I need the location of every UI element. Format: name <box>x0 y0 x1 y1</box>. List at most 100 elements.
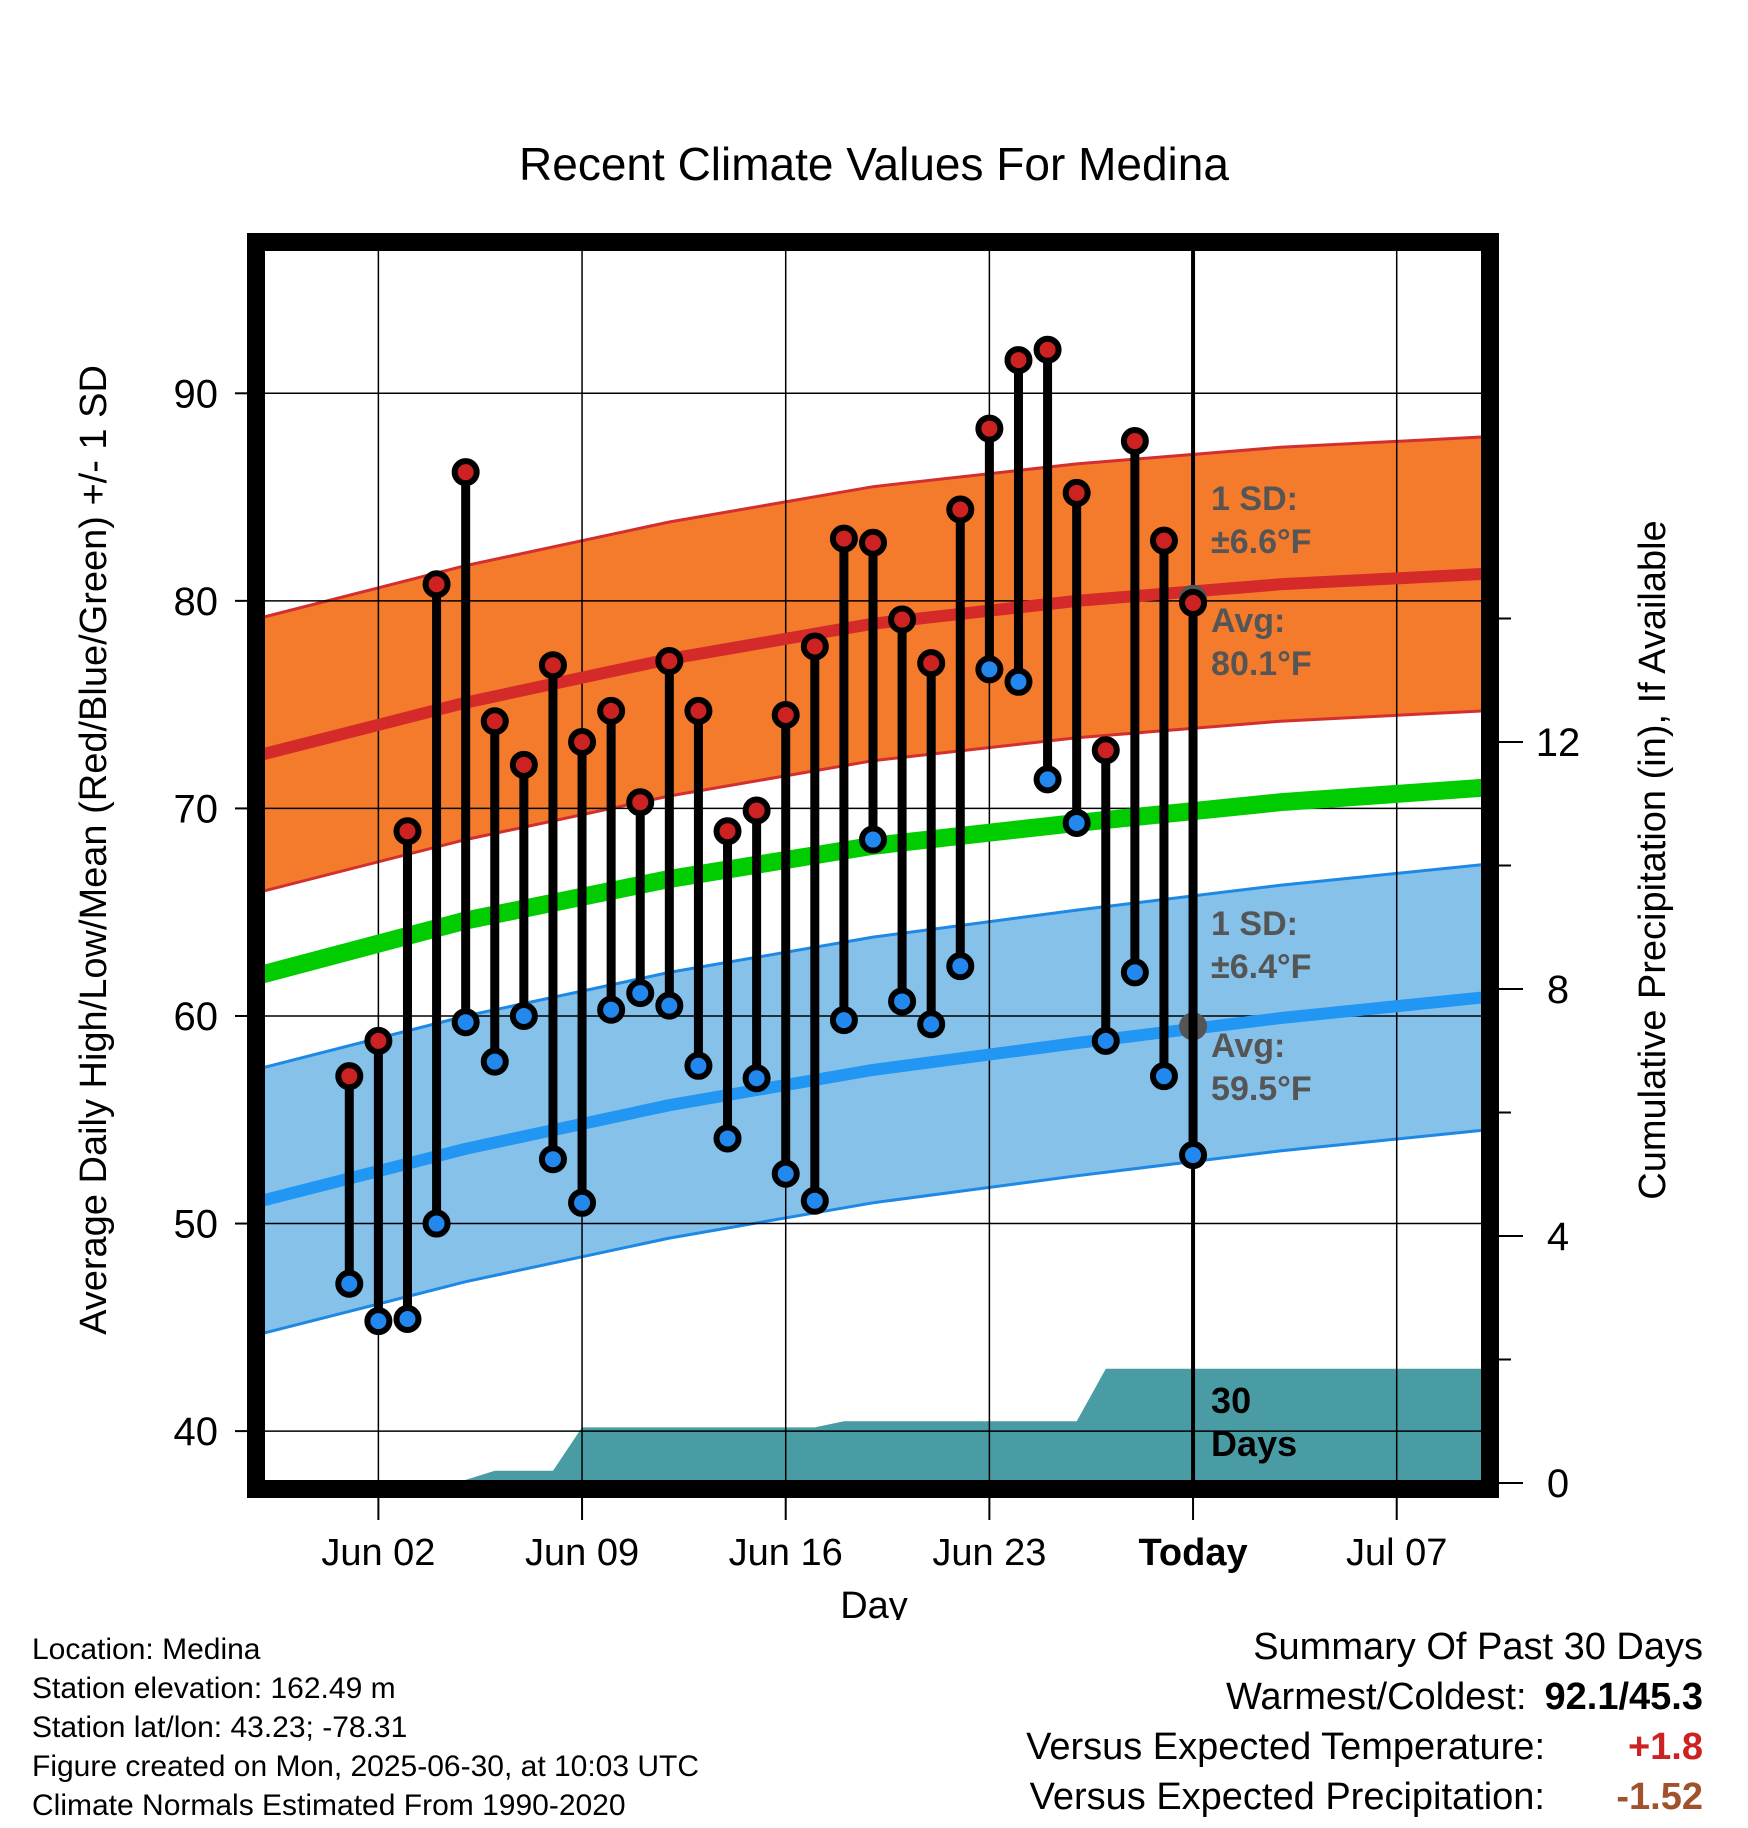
plot-frame <box>247 233 1499 1498</box>
low-sd-annotation-line1: 1 SD: <box>1211 905 1298 943</box>
high-point <box>800 632 829 661</box>
high-sd-annotation-line2: ±6.6°F <box>1211 523 1311 561</box>
summary-temp-row: Versus Expected Temperature: +1.8 <box>1026 1722 1703 1772</box>
days-annotation-line2: Days <box>1211 1423 1297 1464</box>
summary-temp-value: +1.8 <box>1627 1726 1703 1768</box>
info-created: Figure created on Mon, 2025-06-30, at 10… <box>32 1750 700 1783</box>
info-normals: Climate Normals Estimated From 1990-2020 <box>32 1789 626 1822</box>
low-point <box>829 1006 858 1035</box>
summary-precip-row: Versus Expected Precipitation: -1.52 <box>1026 1772 1703 1822</box>
low-point <box>509 1001 538 1030</box>
low-point <box>742 1064 771 1093</box>
low-point <box>538 1145 567 1174</box>
y2-tick-label: 8 <box>1547 968 1569 1012</box>
high-point <box>1179 588 1208 617</box>
high-point <box>451 458 480 487</box>
x-tick-label: Jul 07 <box>1346 1532 1447 1574</box>
low-point <box>1120 958 1149 987</box>
high-avg-annotation-line2: 80.1°F <box>1211 645 1312 683</box>
summary-panel: Summary Of Past 30 Days Warmest/Coldest:… <box>1026 1622 1703 1822</box>
low-point <box>626 979 655 1008</box>
low-point <box>335 1269 364 1298</box>
x-axis-label: Day <box>840 1585 908 1620</box>
x-tick-label: Jun 09 <box>525 1532 639 1574</box>
plot-area: 1 SD: ±6.6°F Avg: 80.1°F 1 SD: ±6.4°F Avg: 59.5… <box>174 233 1581 1574</box>
x-tick-label: Today <box>1139 1532 1248 1574</box>
low-point <box>597 995 626 1024</box>
y-tick-label: 60 <box>174 995 219 1039</box>
summary-title: Summary Of Past 30 Days <box>1253 1626 1703 1668</box>
high-point <box>917 649 946 678</box>
high-sd-annotation-line1: 1 SD: <box>1211 480 1298 518</box>
low-point <box>1033 765 1062 794</box>
high-point <box>335 1062 364 1091</box>
high-point <box>771 701 800 730</box>
low-point <box>451 1008 480 1037</box>
low-point <box>771 1159 800 1188</box>
low-sd-lower-line <box>261 1128 1485 1336</box>
high-point <box>859 528 887 557</box>
high-point <box>975 414 1004 443</box>
low-point <box>975 655 1004 684</box>
info-elevation: Station elevation: 162.49 m <box>32 1672 396 1705</box>
x-tick-label: Jun 16 <box>729 1532 843 1574</box>
normal-low-line <box>260 991 1485 1207</box>
high-point <box>1033 335 1062 364</box>
high-point <box>713 817 742 846</box>
high-point <box>946 495 975 524</box>
low-point <box>917 1010 946 1039</box>
low-point <box>1004 667 1033 696</box>
low-point <box>946 952 975 981</box>
low-point <box>422 1209 451 1238</box>
low-sd-band <box>262 864 1484 1334</box>
low-point <box>480 1047 509 1076</box>
low-point <box>888 987 917 1016</box>
high-avg-annotation-line1: Avg: <box>1211 602 1285 640</box>
low-point <box>1062 808 1091 837</box>
y-tick-label: 70 <box>174 787 219 831</box>
high-point <box>655 647 684 676</box>
high-point <box>684 696 713 725</box>
y-axis-label: Average Daily High/Low/Mean (Red/Blue/Gr… <box>73 365 115 1335</box>
precipitation-area <box>262 1368 1484 1483</box>
low-point <box>1091 1026 1120 1055</box>
high-point <box>626 788 655 817</box>
high-point <box>829 524 858 553</box>
high-point <box>1091 736 1120 765</box>
climate-chart: Recent Climate Values For Medina Average… <box>73 138 1674 1620</box>
low-point <box>568 1188 597 1217</box>
low-point <box>364 1307 393 1336</box>
low-avg-annotation-line1: Avg: <box>1211 1027 1285 1065</box>
y-tick-label: 40 <box>174 1410 219 1454</box>
low-sd-annotation-line2: ±6.4°F <box>1211 948 1311 986</box>
y2-tick-label: 12 <box>1536 721 1581 765</box>
info-location: Location: Medina <box>32 1633 261 1666</box>
low-point <box>859 825 887 854</box>
high-point <box>597 696 626 725</box>
high-point <box>1004 346 1033 375</box>
y-tick-label: 80 <box>174 580 219 624</box>
station-info: Location: Medina Station elevation: 162.… <box>32 1630 699 1825</box>
high-point <box>364 1026 393 1055</box>
x-tick-label: Jun 02 <box>321 1532 435 1574</box>
high-point <box>742 796 771 825</box>
x-tick-label: Jun 23 <box>932 1532 1046 1574</box>
high-point <box>422 570 451 599</box>
info-latlon: Station lat/lon: 43.23; -78.31 <box>32 1711 408 1744</box>
summary-precip-label: Versus Expected Precipitation: <box>1029 1776 1545 1818</box>
summary-warmest-value: 92.1/45.3 <box>1544 1676 1703 1718</box>
high-point <box>480 707 509 736</box>
low-point <box>1179 1141 1208 1170</box>
summary-precip-value: -1.52 <box>1616 1776 1703 1818</box>
low-point <box>393 1305 422 1334</box>
high-point <box>1149 526 1178 555</box>
high-point <box>1062 478 1091 507</box>
y-tick-label: 50 <box>174 1203 219 1247</box>
y2-tick-label: 4 <box>1547 1215 1569 1259</box>
low-point <box>684 1051 713 1080</box>
low-point <box>800 1186 829 1215</box>
summary-warmest-row: Warmest/Coldest: 92.1/45.3 <box>1026 1672 1703 1722</box>
y2-tick-label: 0 <box>1547 1462 1569 1506</box>
high-point <box>393 817 422 846</box>
summary-warmest-label: Warmest/Coldest: <box>1225 1676 1527 1718</box>
